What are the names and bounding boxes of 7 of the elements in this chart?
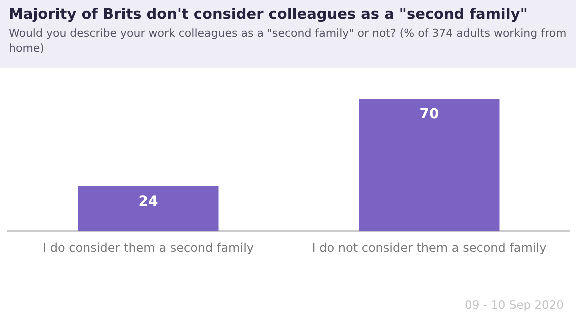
x-tick-label: I do not consider them a second family bbox=[312, 240, 547, 255]
x-tick-label: I do consider them a second family bbox=[42, 240, 254, 255]
chart-title: Majority of Brits don't consider colleagues as a "second family" bbox=[9, 6, 529, 24]
data-label: 24 bbox=[138, 194, 158, 210]
data-label: 70 bbox=[420, 106, 440, 123]
text: 09 - 10 Sep 2020 bbox=[465, 298, 564, 312]
chart-subtitle: Would you describe your work colleagues as a "second family" or not? (% of 374 adults working from home) bbox=[9, 26, 567, 56]
